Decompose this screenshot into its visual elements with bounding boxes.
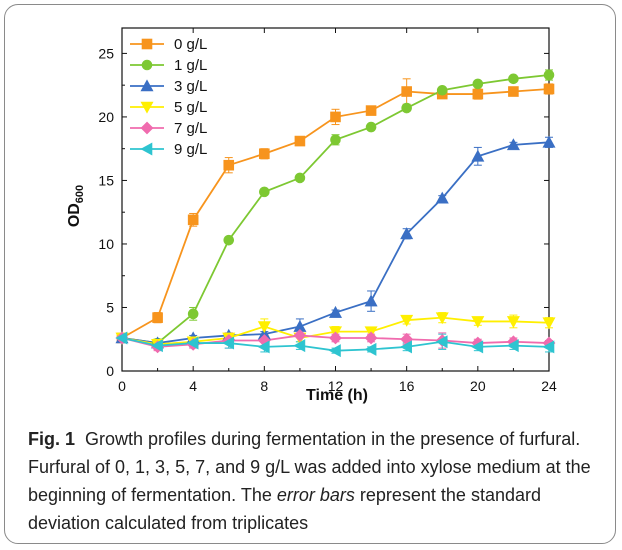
data-point-3-g-l xyxy=(364,294,378,307)
legend-marker-9-g-l xyxy=(140,142,153,156)
legend-marker-0-g-l xyxy=(141,38,153,50)
y-tick-label: 10 xyxy=(98,236,114,252)
caption-text-1: Growth profiles during fermentation in t… xyxy=(28,429,591,505)
data-point-5-g-l xyxy=(542,317,556,330)
x-axis-label: Time (h) xyxy=(306,387,368,404)
data-point-1-g-l xyxy=(508,73,519,85)
data-point-1-g-l xyxy=(223,234,235,246)
x-tick-label: 16 xyxy=(399,378,415,394)
figure-label: Fig. 1 xyxy=(28,429,76,449)
data-point-5-g-l xyxy=(257,321,271,334)
y-tick-label: 0 xyxy=(106,363,114,379)
legend-label-9-g-l: 9 g/L xyxy=(174,141,207,158)
data-point-0-g-l xyxy=(259,148,270,160)
data-point-1-g-l xyxy=(472,78,484,90)
data-point-7-g-l xyxy=(364,331,378,345)
axes: 0 4 8 12 16 20 24 0 5 10 15 20 25 xyxy=(98,27,557,394)
data-point-3-g-l xyxy=(506,138,520,151)
legend-label-0-g-l: 0 g/L xyxy=(174,36,207,53)
data-point-0-g-l xyxy=(401,86,412,97)
x-tick-label: 4 xyxy=(189,378,197,394)
data-point-1-g-l xyxy=(187,308,199,320)
data-point-9-g-l xyxy=(542,340,555,354)
data-point-7-g-l xyxy=(293,329,307,342)
y-axis-label-main: OD xyxy=(66,203,83,227)
y-tick-label: 20 xyxy=(98,109,114,125)
legend-marker-5-g-l xyxy=(140,101,154,114)
legend-label-5-g-l: 5 g/L xyxy=(174,99,207,116)
data-point-9-g-l xyxy=(471,340,484,354)
data-point-5-g-l xyxy=(435,312,449,325)
data-point-0-g-l xyxy=(472,88,484,100)
data-point-0-g-l xyxy=(330,111,341,123)
data-point-3-g-l xyxy=(435,191,449,204)
data-point-9-g-l xyxy=(293,339,306,353)
data-point-9-g-l xyxy=(328,344,341,358)
x-tick-label: 24 xyxy=(541,378,557,394)
data-point-1-g-l xyxy=(543,69,555,81)
legend-label-1-g-l: 1 g/L xyxy=(174,57,207,74)
legend-marker-3-g-l xyxy=(140,79,154,92)
y-tick-label: 15 xyxy=(98,172,114,188)
data-point-1-g-l xyxy=(294,172,306,184)
y-tick-label: 5 xyxy=(106,299,114,315)
data-point-9-g-l xyxy=(435,335,448,349)
caption-emphasis: error bars xyxy=(276,485,355,505)
data-point-9-g-l xyxy=(506,339,519,353)
data-point-0-g-l xyxy=(187,214,199,226)
growth-chart: 0 4 8 12 16 20 24 0 5 10 15 20 25 0 g/L 1 g/L 3 g/L 5 g… xyxy=(66,27,557,404)
y-axis-label: OD600 xyxy=(66,185,86,227)
data-point-5-g-l xyxy=(471,316,485,329)
legend: 0 g/L 1 g/L 3 g/L 5 g/L 7 g/L 9 g/L xyxy=(130,36,207,158)
data-point-1-g-l xyxy=(365,121,377,133)
legend-marker-7-g-l xyxy=(140,121,154,135)
data-point-0-g-l xyxy=(294,135,306,147)
data-point-1-g-l xyxy=(330,134,341,146)
series-markers xyxy=(115,69,556,358)
data-point-1-g-l xyxy=(259,186,270,198)
data-point-9-g-l xyxy=(115,331,128,345)
data-point-0-g-l xyxy=(543,83,555,95)
data-point-1-g-l xyxy=(401,102,412,114)
data-point-3-g-l xyxy=(328,305,343,318)
x-tick-label: 12 xyxy=(328,378,344,394)
data-point-0-g-l xyxy=(365,105,377,116)
x-tick-label: 20 xyxy=(470,378,486,394)
data-point-7-g-l xyxy=(329,331,342,345)
data-point-9-g-l xyxy=(364,342,377,356)
data-point-9-g-l xyxy=(186,336,199,350)
legend-label-3-g-l: 3 g/L xyxy=(174,78,207,95)
svg-text:OD600: OD600 xyxy=(66,185,86,227)
y-axis-label-subscript: 600 xyxy=(74,185,86,203)
x-tick-label: 0 xyxy=(118,378,126,394)
data-point-3-g-l xyxy=(400,227,414,240)
data-point-0-g-l xyxy=(508,86,519,97)
x-tick-label: 8 xyxy=(260,378,268,394)
data-point-9-g-l xyxy=(150,339,163,353)
y-tick-label: 25 xyxy=(98,45,114,61)
data-point-9-g-l xyxy=(257,340,270,354)
figure-caption: Fig. 1 Growth profiles during fermentati… xyxy=(28,425,600,537)
data-point-5-g-l xyxy=(400,314,414,327)
legend-marker-1-g-l xyxy=(141,59,153,71)
data-point-3-g-l xyxy=(471,149,485,162)
data-point-9-g-l xyxy=(400,340,412,354)
data-point-0-g-l xyxy=(223,159,235,171)
data-point-9-g-l xyxy=(222,336,235,350)
data-point-0-g-l xyxy=(152,312,163,323)
data-point-1-g-l xyxy=(436,84,448,96)
data-point-3-g-l xyxy=(542,135,556,148)
legend-label-7-g-l: 7 g/L xyxy=(174,120,207,137)
data-point-5-g-l xyxy=(506,316,520,329)
caption-text-2: represent the standard deviation calcula… xyxy=(28,485,541,533)
